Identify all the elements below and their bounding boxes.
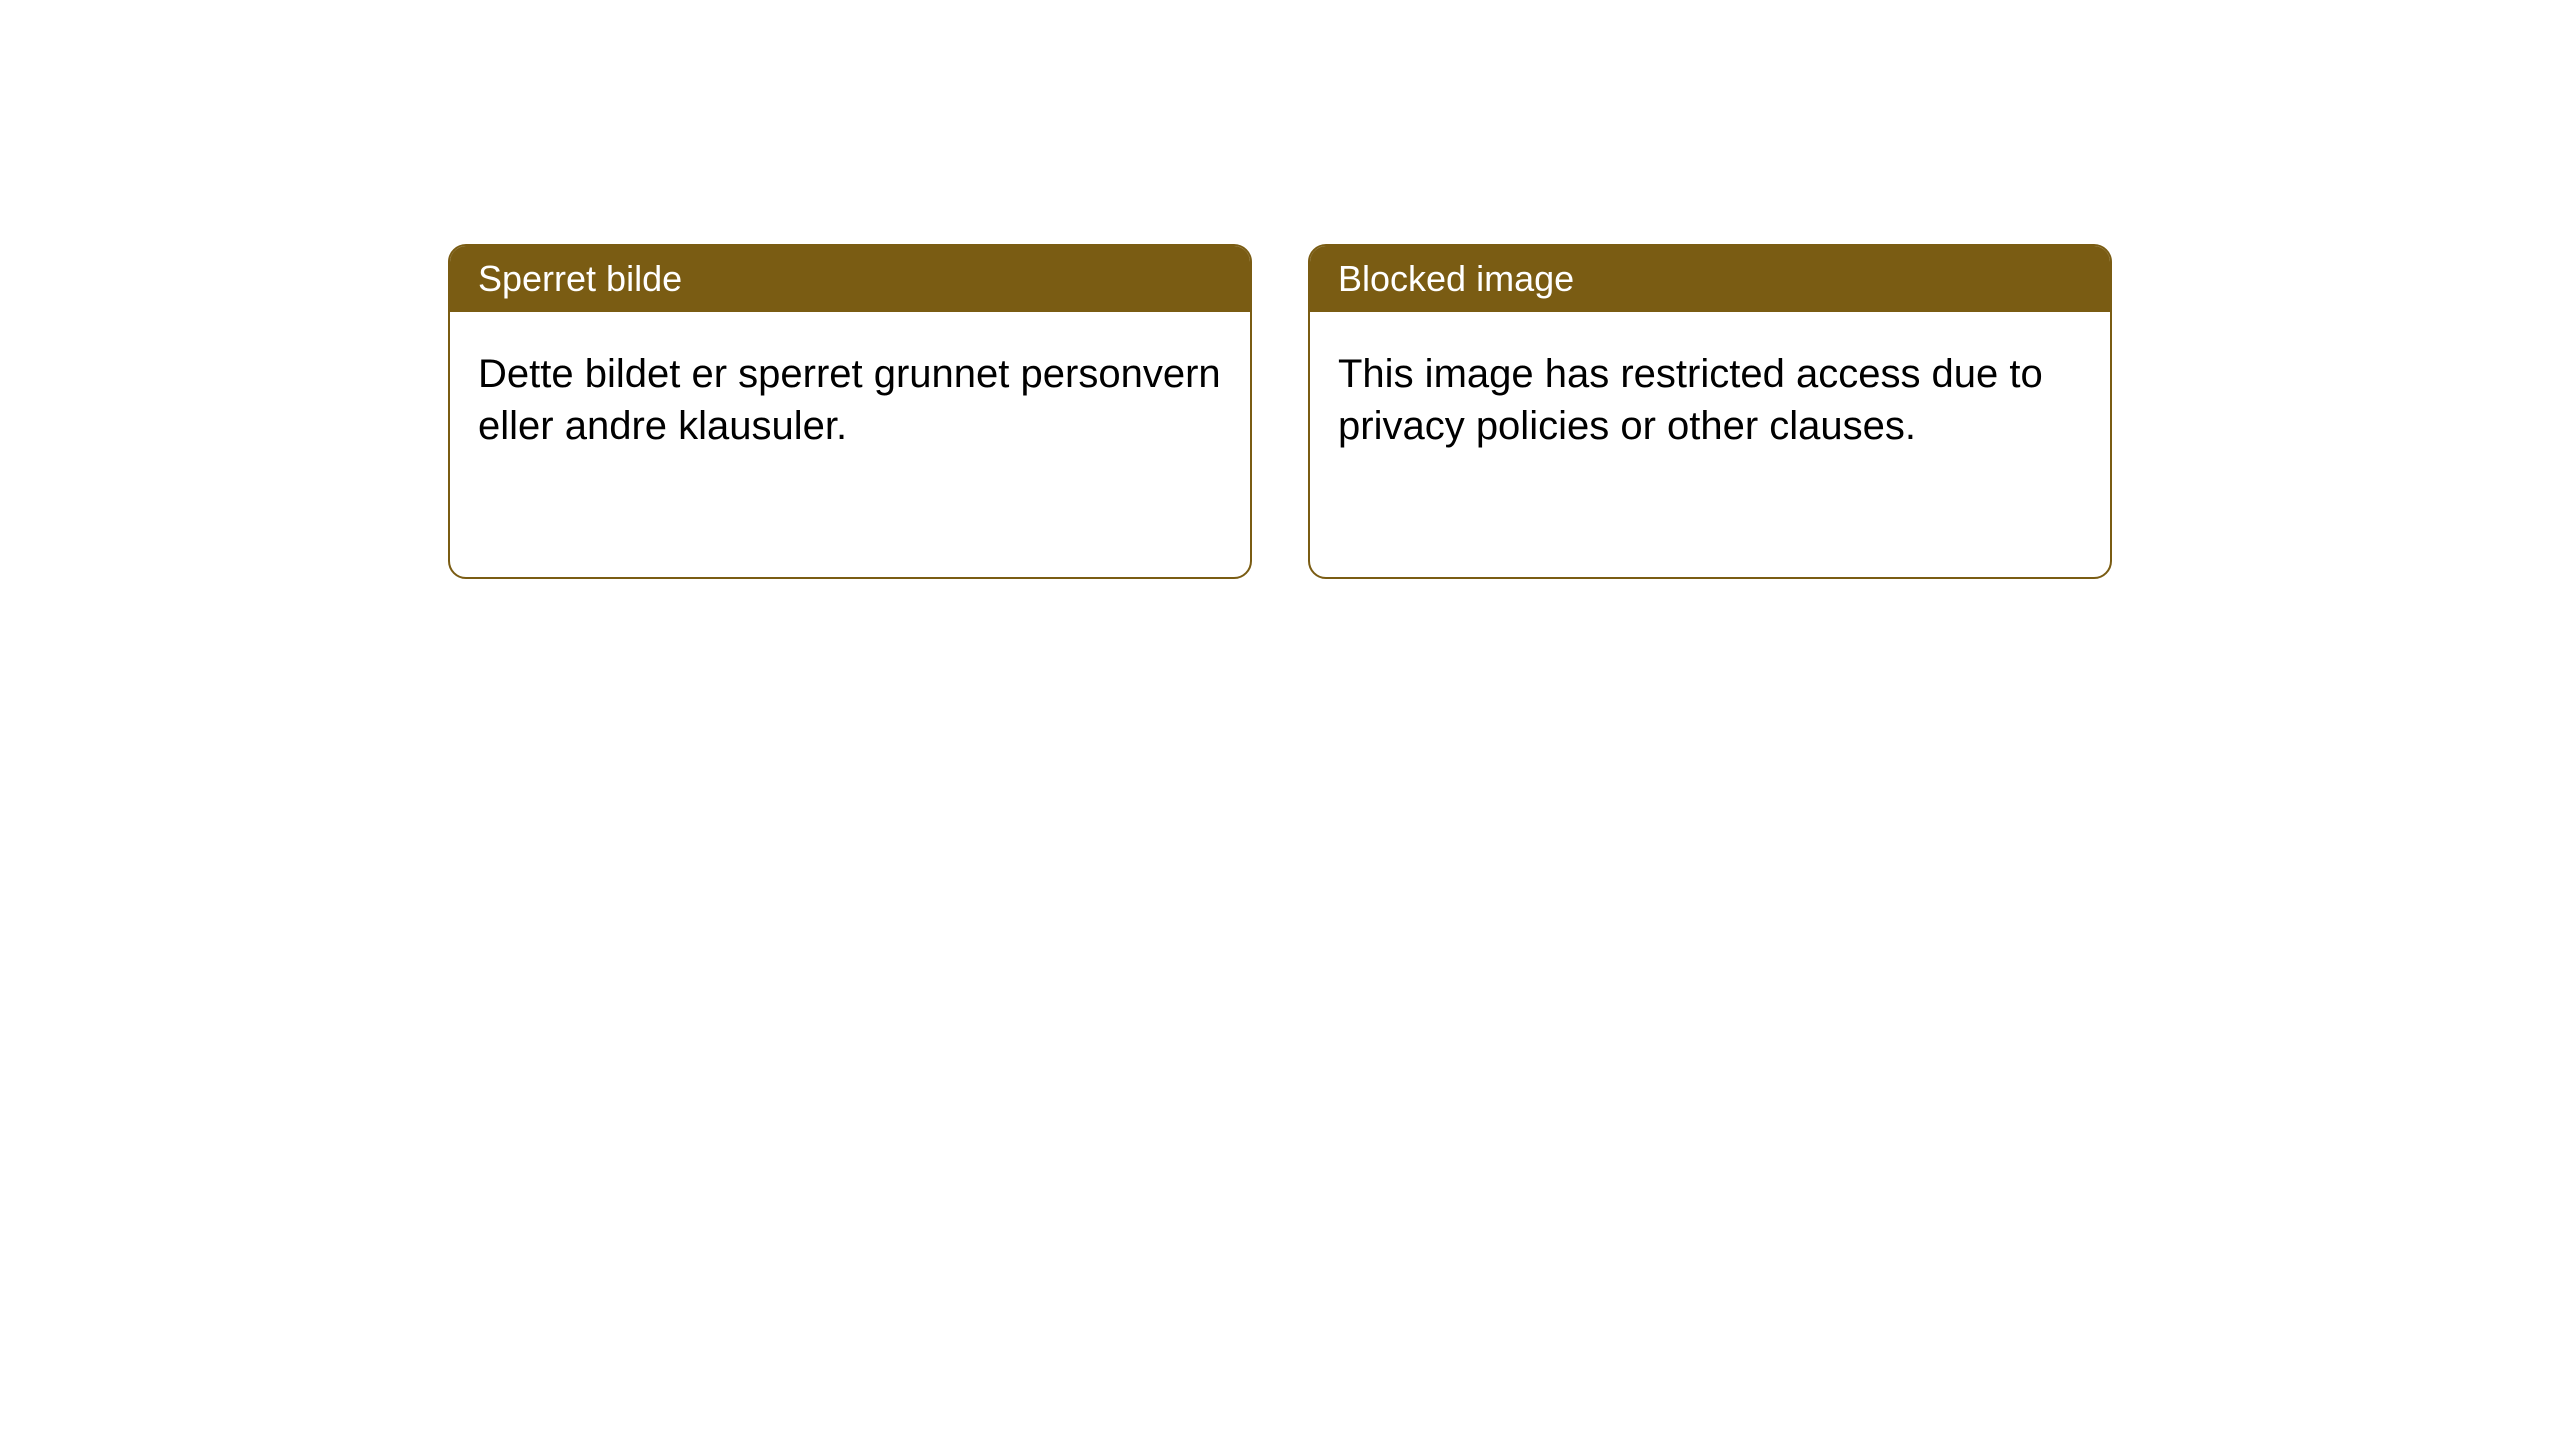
- card-header-text: Blocked image: [1338, 258, 1574, 299]
- card-body-text: This image has restricted access due to …: [1338, 352, 2043, 448]
- notice-card-english: Blocked image This image has restricted …: [1308, 244, 2112, 579]
- card-body-text: Dette bildet er sperret grunnet personve…: [478, 352, 1221, 448]
- notice-card-norwegian: Sperret bilde Dette bildet er sperret gr…: [448, 244, 1252, 579]
- card-body: Dette bildet er sperret grunnet personve…: [450, 312, 1250, 488]
- card-body: This image has restricted access due to …: [1310, 312, 2110, 488]
- card-header: Blocked image: [1310, 246, 2110, 312]
- card-header-text: Sperret bilde: [478, 258, 682, 299]
- card-header: Sperret bilde: [450, 246, 1250, 312]
- notice-container: Sperret bilde Dette bildet er sperret gr…: [0, 0, 2560, 579]
